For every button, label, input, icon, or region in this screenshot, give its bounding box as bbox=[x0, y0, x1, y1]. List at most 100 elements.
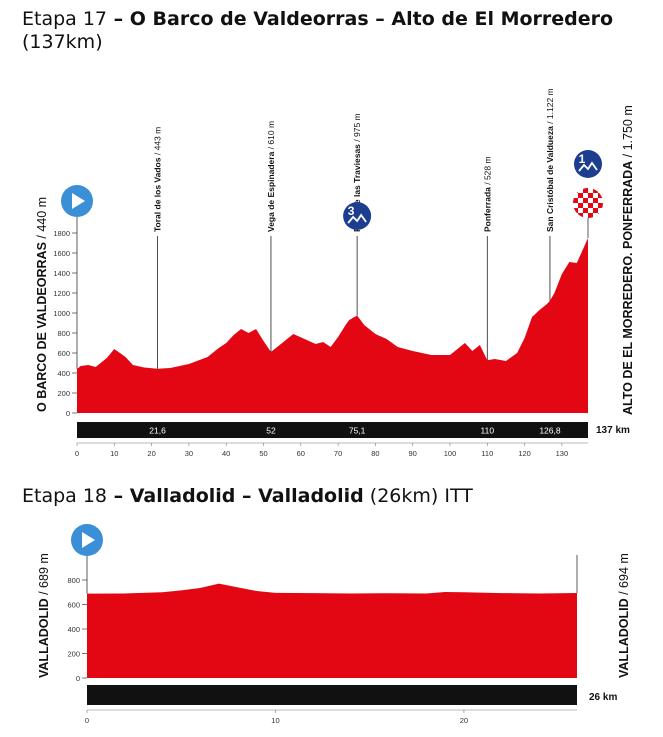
finish-flag-icon-cell bbox=[578, 193, 583, 198]
x-tick-label: 120 bbox=[518, 449, 531, 458]
finish-flag-icon bbox=[573, 188, 603, 218]
finish-flag-icon-cell bbox=[593, 188, 598, 193]
stage-17-prefix: Etapa 17 bbox=[22, 8, 108, 30]
finish-flag-icon-cell bbox=[588, 213, 593, 218]
stage-17-dash-2: – bbox=[368, 8, 392, 30]
climb-category-1-icon-category: 1 bbox=[579, 152, 586, 166]
waypoint-label-part: Paso de las Traviesas bbox=[352, 144, 362, 232]
waypoint-label-part: / 975 m bbox=[352, 113, 362, 144]
finish-location-label: ALTO DE EL MORREDERO. PONFERRADA / 1.750… bbox=[621, 105, 635, 415]
x-tick-label: 110 bbox=[481, 449, 493, 458]
stage-18-start-city: Valladolid bbox=[129, 485, 236, 507]
y-tick-label: 1800 bbox=[53, 229, 70, 238]
y-tick-label: 600 bbox=[57, 349, 70, 358]
climb-category-1-icon-peaks bbox=[578, 161, 598, 172]
x-tick-label: 0 bbox=[85, 716, 89, 725]
total-distance-label: 26 km bbox=[589, 692, 617, 703]
x-tick-label: 20 bbox=[147, 449, 155, 458]
start-icon-arrow bbox=[82, 532, 95, 548]
stage-17-dash-1: – bbox=[107, 8, 130, 30]
stage-17-profile-chart: 0 200 400 600 800 1000 1200 1400 1600 1800 Toral d… bbox=[35, 88, 635, 458]
x-tick-label: 40 bbox=[222, 449, 230, 458]
elevation-profile bbox=[87, 583, 577, 678]
finish-flag-icon-cell bbox=[588, 193, 593, 198]
climb-category-3-icon-circle bbox=[343, 202, 372, 230]
start-icon bbox=[71, 524, 103, 556]
total-distance-label: 137 km bbox=[596, 425, 630, 436]
climb-category-3-icon: 3 bbox=[343, 202, 372, 230]
x-tick-label: 30 bbox=[185, 449, 193, 458]
finish-flag-icon-cell bbox=[598, 203, 603, 208]
y-tick-label: 600 bbox=[67, 601, 80, 610]
stage-17-finish-city: Alto de El Morredero bbox=[391, 8, 614, 30]
x-tick-label: 80 bbox=[371, 449, 379, 458]
finish-flag-icon-cell bbox=[587, 550, 592, 555]
x-tick-label: 0 bbox=[75, 449, 79, 458]
waypoint-km-label: 126,8 bbox=[539, 426, 561, 436]
x-tick-label: 100 bbox=[444, 449, 457, 458]
x-tick-label: 130 bbox=[556, 449, 569, 458]
x-tick-label: 20 bbox=[460, 716, 468, 725]
waypoint-label-part: Toral de los Vados bbox=[153, 157, 163, 232]
finish-flag-icon-cell bbox=[598, 193, 603, 198]
x-tick-label: 50 bbox=[259, 449, 267, 458]
stage-18-dash-2: – bbox=[235, 485, 259, 507]
finish-flag-icon-cell bbox=[593, 208, 598, 213]
waypoint-label-part: / 1.122 m bbox=[545, 88, 555, 126]
stage-18-dash-1: – bbox=[107, 485, 130, 507]
finish-flag-icon-cell bbox=[588, 203, 593, 208]
stage-18-title: Etapa 18 – Valladolid – Valladolid (26km… bbox=[22, 485, 652, 508]
y-tick-label: 1000 bbox=[53, 309, 70, 318]
start-location-label-part: VALLADOLID bbox=[37, 598, 51, 678]
stage-17-start-city: O Barco de Valdeorras bbox=[129, 8, 369, 30]
waypoint-label-part: / 610 m bbox=[266, 121, 276, 152]
waypoint-label: Toral de los Vados / 443 m bbox=[153, 127, 163, 232]
finish-flag-icon-cell bbox=[583, 198, 588, 203]
waypoint-km-label: 75,1 bbox=[349, 426, 366, 436]
start-icon-arrow bbox=[72, 193, 85, 209]
start-location-label-part: / 440 m bbox=[35, 197, 49, 242]
finish-flag-icon-cell bbox=[573, 188, 578, 193]
waypoint-label: Vega de Espinadera / 610 m bbox=[266, 121, 276, 232]
y-tick-label: 200 bbox=[67, 650, 80, 659]
distance-bar bbox=[87, 685, 577, 705]
stage-18-prefix: Etapa 18 bbox=[22, 485, 108, 507]
elevation-profile bbox=[77, 238, 588, 413]
stage-18-profile-chart: 0 200 400 600 800 26 km 0 10 20 VALLADOLID / 689 … bbox=[37, 524, 631, 725]
waypoint-label: San Cristóbal de Valdueza / 1.122 m bbox=[545, 88, 555, 232]
waypoint-label-part: / 443 m bbox=[153, 127, 163, 158]
waypoint-label: Ponferrada / 528 m bbox=[482, 156, 492, 232]
y-tick-label: 0 bbox=[76, 674, 80, 683]
waypoint-label: Paso de las Traviesas / 975 m bbox=[352, 113, 362, 232]
waypoint-km-label: 21,6 bbox=[149, 426, 166, 436]
start-location-label: VALLADOLID / 689 m bbox=[37, 553, 51, 678]
finish-flag-icon-cell bbox=[583, 188, 588, 193]
start-location-label-part: O BARCO DE VALDEORRAS bbox=[35, 242, 49, 412]
stage-17-title: Etapa 17 – O Barco de Valdeorras – Alto … bbox=[22, 8, 652, 54]
stage-18-finish-city: Valladolid bbox=[258, 485, 364, 507]
waypoint-km-label: 110 bbox=[481, 426, 495, 436]
climb-category-1-icon-circle bbox=[574, 150, 602, 178]
y-tick-label: 1400 bbox=[53, 269, 70, 278]
waypoint-label-part: Ponferrada bbox=[482, 187, 492, 232]
x-tick-label: 70 bbox=[334, 449, 342, 458]
x-tick-label: 60 bbox=[297, 449, 305, 458]
finish-flag-icon-cell bbox=[562, 525, 567, 530]
waypoint-label-part: San Cristóbal de Valdueza bbox=[545, 126, 555, 232]
x-tick-label: 10 bbox=[271, 716, 279, 725]
finish-location-label-part: / 694 m bbox=[617, 553, 631, 598]
finish-location-label-part: / 1.750 m bbox=[621, 105, 635, 161]
stage-18-suffix: (26km) ITT bbox=[363, 485, 473, 507]
start-icon bbox=[61, 185, 93, 217]
waypoint-label-part: Vega de Espinadera bbox=[266, 151, 276, 232]
distance-bar bbox=[77, 422, 588, 438]
y-tick-label: 200 bbox=[57, 389, 70, 398]
y-tick-label: 1600 bbox=[53, 249, 70, 258]
y-tick-label: 1200 bbox=[53, 289, 70, 298]
y-tick-label: 400 bbox=[67, 625, 80, 634]
y-tick-label: 800 bbox=[57, 329, 70, 338]
y-tick-label: 400 bbox=[57, 369, 70, 378]
finish-flag-icon-cell bbox=[578, 203, 583, 208]
y-tick-label: 800 bbox=[67, 576, 80, 585]
finish-flag-icon-bg bbox=[562, 525, 592, 555]
